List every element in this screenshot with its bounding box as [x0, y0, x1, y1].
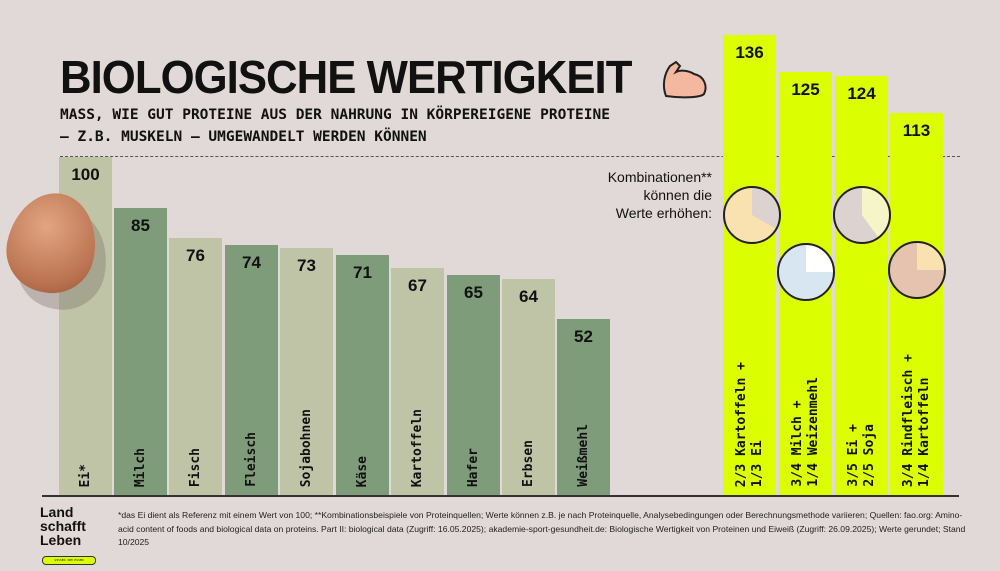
bar-10: 136 2/3 Kartoffeln + 1/3 Ei: [723, 35, 776, 495]
category-label: 2/3 Kartoffeln + 1/3 Ei: [733, 361, 765, 487]
category-label: Sojabohnen: [298, 408, 314, 487]
bar-4: 73 Sojabohnen: [280, 248, 333, 495]
value-label: 76: [186, 245, 205, 265]
category-label: Milch: [132, 447, 148, 487]
value-label: 71: [353, 262, 372, 282]
chart-subtitle: MASS, WIE GUT PROTEINE AUS DER NAHRUNG I…: [60, 107, 610, 145]
bar-2: 76 Fisch: [169, 237, 222, 495]
bar-7: 65 Hafer: [447, 275, 500, 495]
value-label: 52: [574, 327, 593, 347]
category-label: 3/4 Rindfleisch + 1/4 Kartoffeln: [900, 353, 932, 487]
category-label: Ei*: [77, 463, 93, 487]
category-label: Hafer: [465, 447, 481, 487]
value-label: 100: [71, 164, 100, 184]
value-label: 136: [735, 43, 764, 62]
combination-note: Kombinationen** können die Werte erhöhen…: [607, 169, 712, 221]
value-label: 65: [464, 283, 483, 303]
x-axis-baseline: [42, 495, 959, 497]
bar-13: 113 3/4 Rindfleisch + 1/4 Kartoffeln: [890, 112, 943, 495]
bar-8: 64 Erbsen: [502, 278, 555, 495]
flexed-arm-icon: [662, 60, 707, 99]
plate-ei-soja: [833, 186, 891, 244]
logo: Land schafft Leben: [40, 505, 86, 547]
logo-tagline: WISSEN ZUM ESSEN: [42, 556, 96, 565]
plate-milch-weizenmehl: [777, 243, 835, 301]
logo-line: Land: [40, 504, 74, 520]
plate-kartoffeln-ei: [723, 186, 781, 244]
logo-line: Leben: [40, 532, 82, 548]
value-label: 64: [519, 286, 538, 306]
value-label: 124: [847, 83, 876, 103]
category-label: Fleisch: [243, 432, 259, 487]
category-label: Kartoffeln: [409, 408, 425, 487]
category-label: 3/4 Milch + 1/4 Weizenmehl: [789, 377, 821, 487]
value-label: 85: [131, 215, 150, 235]
bar-5: 71 Käse: [336, 254, 389, 495]
category-label: Fisch: [187, 447, 203, 487]
value-label: 113: [902, 120, 931, 140]
bar-6: 67 Kartoffeln: [391, 268, 444, 495]
value-label: 67: [408, 276, 427, 296]
category-label: 3/5 Ei + 2/5 Soja: [845, 424, 877, 487]
value-label: 74: [242, 252, 261, 272]
category-label: Weißmehl: [575, 424, 591, 487]
logo-line: schafft: [40, 518, 86, 534]
bar-1: 85 Milch: [114, 207, 167, 495]
footnote: *das Ei dient als Referenz mit einem Wer…: [118, 510, 966, 547]
value-label: 125: [791, 80, 820, 100]
plate-rindfleisch-kartoffeln: [888, 241, 946, 299]
bar-9: 52 Weißmehl: [557, 319, 610, 495]
category-label: Käse: [354, 455, 370, 487]
category-label: Erbsen: [520, 440, 536, 487]
bar-3: 74 Fleisch: [225, 244, 278, 495]
reference-line-100: [60, 156, 960, 157]
value-label: 73: [297, 256, 316, 276]
bar-12: 124 3/5 Ei + 2/5 Soja: [835, 75, 888, 495]
chart-title: BIOLOGISCHE WERTIGKEIT: [60, 51, 632, 103]
